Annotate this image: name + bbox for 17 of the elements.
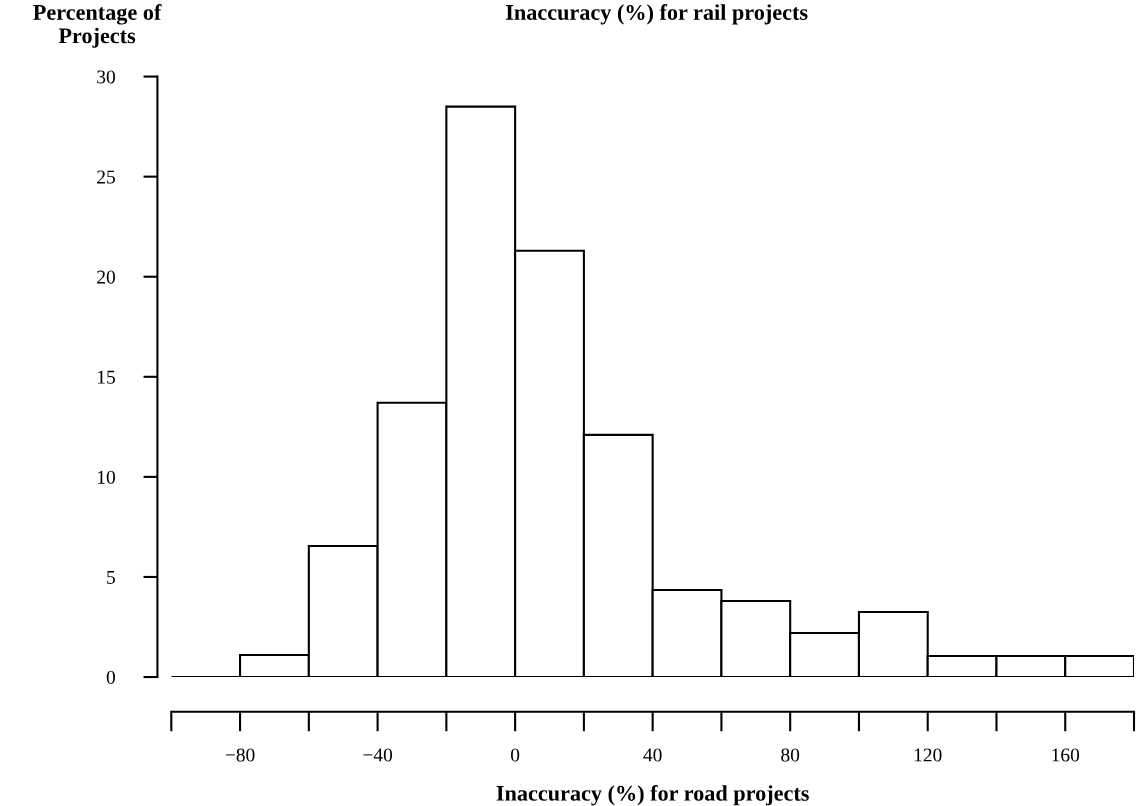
chart-title: Inaccuracy (%) for rail projects bbox=[505, 4, 808, 25]
x-axis-title: Inaccuracy (%) for road projects bbox=[496, 784, 809, 806]
x-tick-label: 40 bbox=[643, 748, 662, 762]
y-tick-label: 0 bbox=[106, 670, 115, 684]
y-tick-label: 30 bbox=[97, 70, 115, 84]
x-tick-label: 0 bbox=[511, 748, 520, 762]
x-tick-label: 120 bbox=[914, 748, 942, 762]
y-tick-label: 15 bbox=[98, 370, 115, 384]
y-tick-label: 5 bbox=[107, 570, 115, 584]
y-tick-label: 25 bbox=[97, 170, 115, 184]
x-tick-label: 160 bbox=[1052, 748, 1080, 762]
y-tick-label: 10 bbox=[98, 470, 115, 484]
x-tick-label: 80 bbox=[781, 748, 800, 762]
y-tick-label: 20 bbox=[97, 270, 115, 284]
x-tick-label: −40 bbox=[363, 748, 393, 762]
y-axis-title: Percentage of Projects bbox=[33, 4, 162, 48]
x-tick-label: −80 bbox=[225, 748, 255, 762]
